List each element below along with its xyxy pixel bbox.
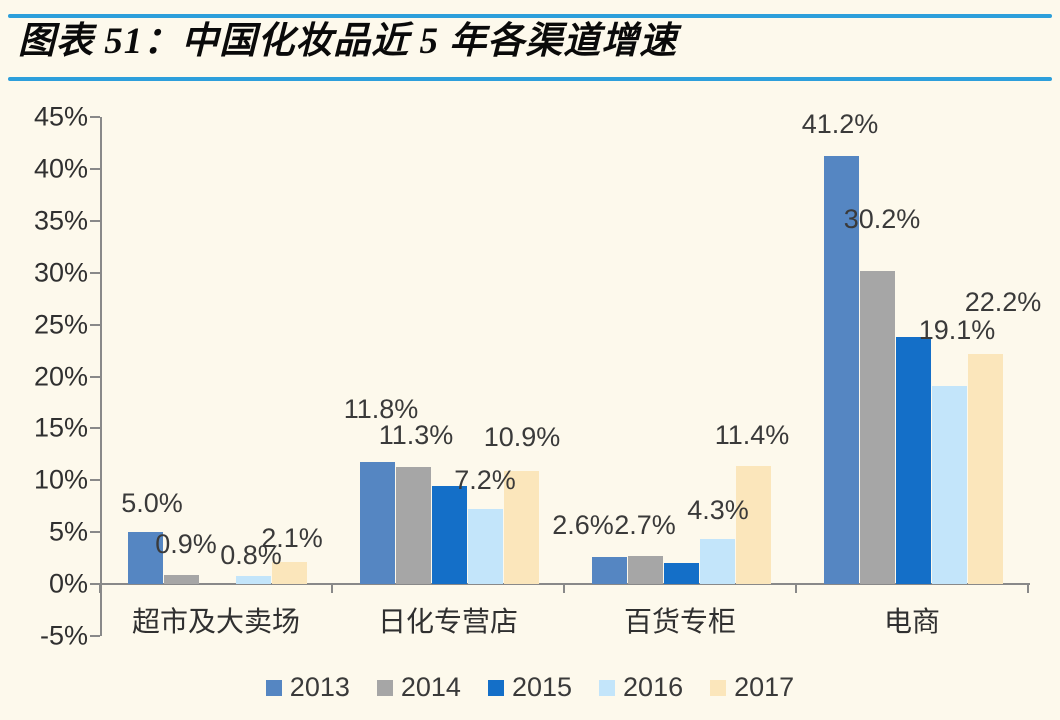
y-axis-tick-mark (90, 323, 100, 326)
legend-swatch-icon (376, 679, 393, 696)
x-axis-tick-mark (99, 584, 101, 593)
legend-item-2015: 2015 (487, 672, 573, 703)
legend-swatch-icon (710, 679, 727, 696)
y-axis-tick-mark (90, 167, 100, 170)
y-axis-tick-mark (90, 531, 100, 534)
category-label-超市及大卖场: 超市及大卖场 (131, 606, 301, 637)
legend-label: 2015 (511, 672, 573, 702)
bar-2017-电商 (968, 354, 1003, 584)
data-label-2014-电商: 30.2% (843, 204, 921, 234)
y-axis-tick-label: 45% (33, 101, 88, 132)
category-label-电商: 电商 (883, 606, 941, 637)
data-label-2013-日化专营店: 11.8% (343, 394, 419, 424)
legend-item-2014: 2014 (376, 672, 461, 703)
category-label-百货专柜: 百货专柜 (623, 606, 737, 637)
bar-2017-超市及大卖场 (272, 562, 307, 584)
y-axis-tick-mark (90, 219, 100, 222)
x-axis-tick-mark (331, 584, 333, 593)
bar-2013-日化专营店 (360, 462, 395, 584)
legend-label: 2017 (734, 672, 795, 702)
data-label-2014-超市及大卖场: 0.9% (155, 529, 217, 559)
y-axis-tick-label: 35% (33, 205, 88, 236)
title-bottom-rule (8, 77, 1052, 81)
data-label-2014-日化专营店: 11.3% (378, 420, 454, 450)
bar-2015-日化专营店 (432, 486, 467, 584)
bar-2014-超市及大卖场 (164, 575, 199, 584)
data-label-2016-超市及大卖场: 0.8% (220, 540, 282, 570)
bar-2014-日化专营店 (396, 467, 431, 584)
y-axis-tick-label: 25% (33, 309, 88, 340)
legend: 2013 2014 2015 2016 2017 (0, 672, 1060, 703)
data-label-2017-百货专柜: 11.4% (714, 420, 790, 450)
y-axis-tick-mark (90, 375, 100, 378)
legend-item-2016: 2016 (599, 672, 683, 703)
data-label-2016-日化专营店: 7.2% (454, 465, 516, 495)
legend-swatch-icon (265, 679, 282, 696)
data-label-2016-电商: 19.1% (918, 315, 996, 345)
bar-2016-百货专柜 (700, 539, 735, 584)
legend-item-2017: 2017 (710, 672, 794, 703)
y-axis-tick-mark (90, 479, 100, 482)
bar-2013-百货专柜 (592, 557, 627, 584)
y-axis-tick-mark (90, 427, 100, 430)
bar-2017-百货专柜 (736, 466, 771, 584)
data-label-2013-超市及大卖场: 5.0% (121, 488, 183, 518)
bar-2016-电商 (932, 386, 967, 584)
legend-item-2013: 2013 (265, 672, 350, 703)
x-axis-tick-mark (563, 584, 565, 593)
y-axis-tick-label: 20% (33, 361, 88, 391)
y-axis-tick-mark (90, 583, 100, 586)
data-label-2016-百货专柜: 4.3% (687, 495, 749, 525)
bar-2016-超市及大卖场 (236, 576, 271, 584)
legend-label: 2014 (400, 672, 461, 702)
bar-2013-超市及大卖场 (128, 532, 163, 584)
data-label-2014-百货专柜: 2.7% (614, 510, 676, 540)
y-axis-tick-label: 40% (33, 153, 88, 184)
bar-2016-日化专营店 (468, 509, 503, 584)
y-axis-tick-label: 10% (33, 464, 88, 495)
y-axis-tick-label: 5% (48, 516, 88, 547)
x-axis-tick-mark (795, 584, 797, 593)
bar-2014-百货专柜 (628, 556, 663, 584)
bar-2015-电商 (896, 337, 931, 584)
y-axis-tick-mark (90, 635, 100, 637)
y-axis-tick-label: 0% (48, 568, 88, 599)
bar-2013-电商 (824, 156, 859, 584)
bar-2014-电商 (860, 271, 895, 584)
bar-2017-日化专营店 (504, 471, 539, 584)
y-axis-tick-label: 15% (33, 412, 88, 443)
data-label-2017-超市及大卖场: 2.1% (261, 523, 323, 553)
legend-swatch-icon (487, 679, 504, 696)
title-top-rule (8, 14, 1052, 18)
legend-label: 2013 (289, 672, 350, 702)
x-axis-tick-mark (1027, 584, 1029, 593)
y-axis-line (100, 117, 102, 636)
bar-2015-百货专柜 (664, 563, 699, 584)
y-axis-tick-mark (90, 116, 100, 118)
legend-label: 2016 (623, 672, 684, 702)
chart-title: 图表 51：中国化妆品近 5 年各渠道增速 (18, 21, 678, 62)
data-label-2017-日化专营店: 10.9% (483, 422, 561, 452)
y-axis-tick-label: -5% (39, 620, 88, 651)
legend-swatch-icon (599, 679, 616, 696)
x-axis-line (100, 583, 1030, 585)
data-label-2013-电商: 41.2% (801, 109, 879, 139)
y-axis-tick-mark (90, 271, 100, 274)
data-label-2013-百货专柜: 2.6% (552, 510, 614, 540)
y-axis-tick-label: 30% (33, 257, 88, 288)
data-label-2017-电商: 22.2% (964, 287, 1042, 317)
category-label-日化专营店: 日化专营店 (377, 606, 519, 637)
